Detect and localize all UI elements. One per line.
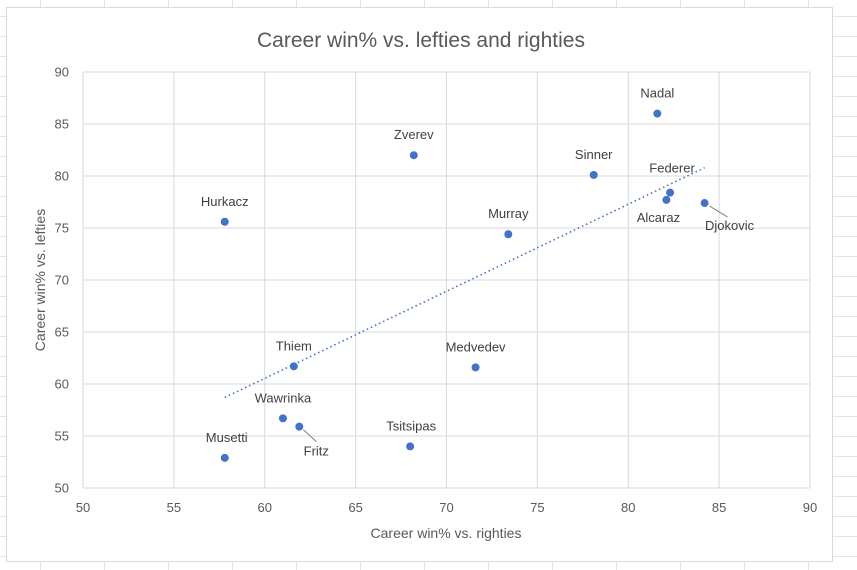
data-label-federer: Federer	[649, 161, 695, 176]
y-tick-label: 90	[55, 65, 69, 80]
data-points	[220, 109, 709, 462]
data-point-alcaraz[interactable]	[662, 195, 671, 204]
data-point-zverev[interactable]	[409, 151, 418, 160]
data-label-alcaraz: Alcaraz	[637, 210, 680, 225]
y-axis-ticks: 50 55 60 65 70 75 80 85 90	[55, 65, 69, 496]
x-tick-label: 90	[803, 500, 817, 515]
data-point-fritz[interactable]	[295, 422, 304, 431]
y-tick-label: 75	[55, 221, 69, 236]
chart-area[interactable]	[6, 7, 833, 562]
data-label-nadal: Nadal	[640, 86, 674, 101]
y-tick-label: 80	[55, 169, 69, 184]
label-leader-lines	[302, 205, 728, 443]
y-axis-title: Career win% vs. lefties	[32, 209, 48, 351]
data-point-medvedev[interactable]	[471, 363, 480, 372]
x-tick-label: 55	[167, 500, 181, 515]
data-point-hurkacz[interactable]	[220, 217, 229, 226]
gridlines	[82, 71, 811, 489]
x-tick-label: 85	[712, 500, 726, 515]
data-label-musetti: Musetti	[206, 430, 248, 445]
x-tick-label: 65	[348, 500, 362, 515]
x-axis-ticks: 50 55 60 65 70 75 80 85 90	[76, 500, 817, 515]
x-axis-title: Career win% vs. righties	[371, 525, 522, 541]
data-label-zverev: Zverev	[394, 127, 434, 142]
data-point-wawrinka[interactable]	[278, 414, 287, 423]
data-point-thiem[interactable]	[289, 362, 298, 371]
x-tick-label: 60	[258, 500, 272, 515]
data-label-murray: Murray	[488, 206, 529, 221]
data-label-tsitsipas: Tsitsipas	[386, 418, 436, 433]
data-label-hurkacz: Hurkacz	[201, 194, 249, 209]
leader-line-fritz	[302, 429, 317, 443]
data-label-sinner: Sinner	[575, 147, 613, 162]
x-tick-label: 70	[439, 500, 453, 515]
data-label-djokovic: Djokovic	[705, 218, 755, 233]
data-point-djokovic[interactable]	[700, 199, 709, 208]
y-tick-label: 60	[55, 377, 69, 392]
y-tick-label: 85	[55, 117, 69, 132]
data-label-thiem: Thiem	[276, 338, 312, 353]
data-label-fritz: Fritz	[304, 444, 329, 459]
data-point-musetti[interactable]	[220, 453, 229, 462]
x-tick-label: 50	[76, 500, 90, 515]
x-tick-label: 75	[530, 500, 544, 515]
y-tick-label: 70	[55, 273, 69, 288]
x-tick-label: 80	[621, 500, 635, 515]
data-point-tsitsipas[interactable]	[406, 442, 415, 451]
data-point-nadal[interactable]	[653, 109, 662, 118]
data-labels: Nadal Zverev Sinner Federer Alcaraz Djokovic H…	[201, 86, 755, 459]
data-point-federer[interactable]	[666, 188, 675, 197]
y-tick-label: 65	[55, 325, 69, 340]
leader-line-djokovic	[709, 205, 728, 218]
trendline	[224, 166, 705, 399]
y-tick-label: 55	[55, 429, 69, 444]
chart-title: Career win% vs. lefties and righties	[257, 29, 585, 52]
data-point-murray[interactable]	[504, 230, 513, 239]
y-tick-label: 50	[55, 481, 69, 496]
data-label-wawrinka: Wawrinka	[255, 390, 312, 405]
data-label-medvedev: Medvedev	[446, 339, 506, 354]
data-point-sinner[interactable]	[589, 170, 598, 179]
